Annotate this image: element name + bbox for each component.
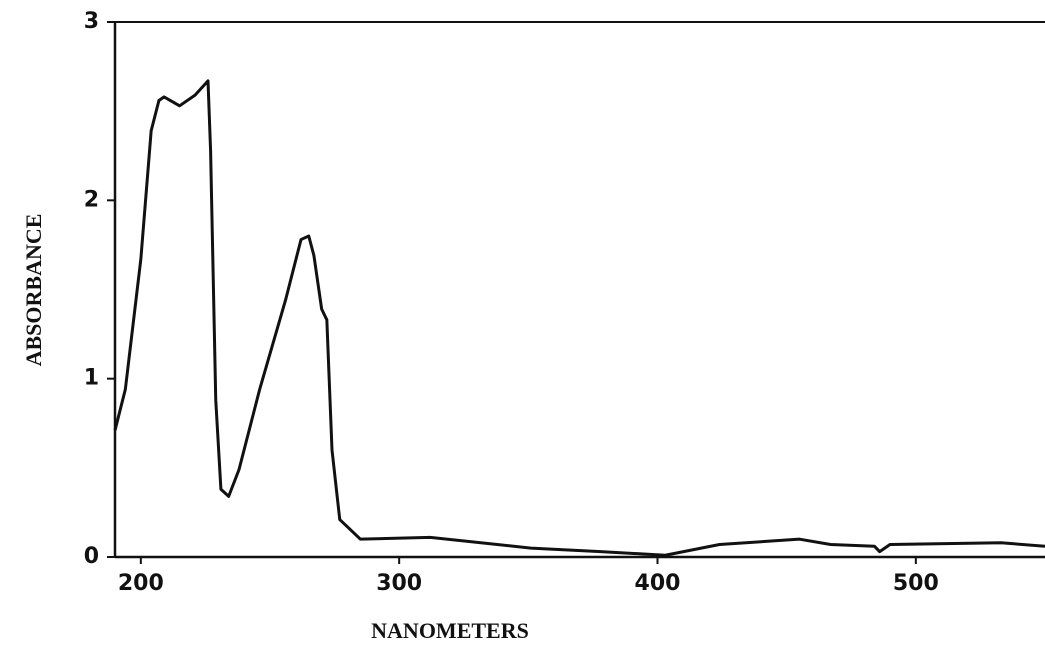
y-tick-label: 0 — [84, 544, 99, 569]
x-tick-label: 300 — [376, 571, 422, 596]
y-tick-label: 3 — [84, 9, 99, 34]
x-tick-label: 500 — [893, 571, 939, 596]
y-tick-label: 1 — [84, 366, 99, 391]
x-axis-label: NANOMETERS — [371, 618, 529, 643]
x-tick-label: 400 — [635, 571, 681, 596]
y-axis-label: ABSORBANCE — [21, 214, 46, 367]
spectrum-line — [113, 79, 1045, 557]
y-tick-label: 2 — [84, 187, 99, 212]
x-tick-label: 200 — [118, 571, 164, 596]
